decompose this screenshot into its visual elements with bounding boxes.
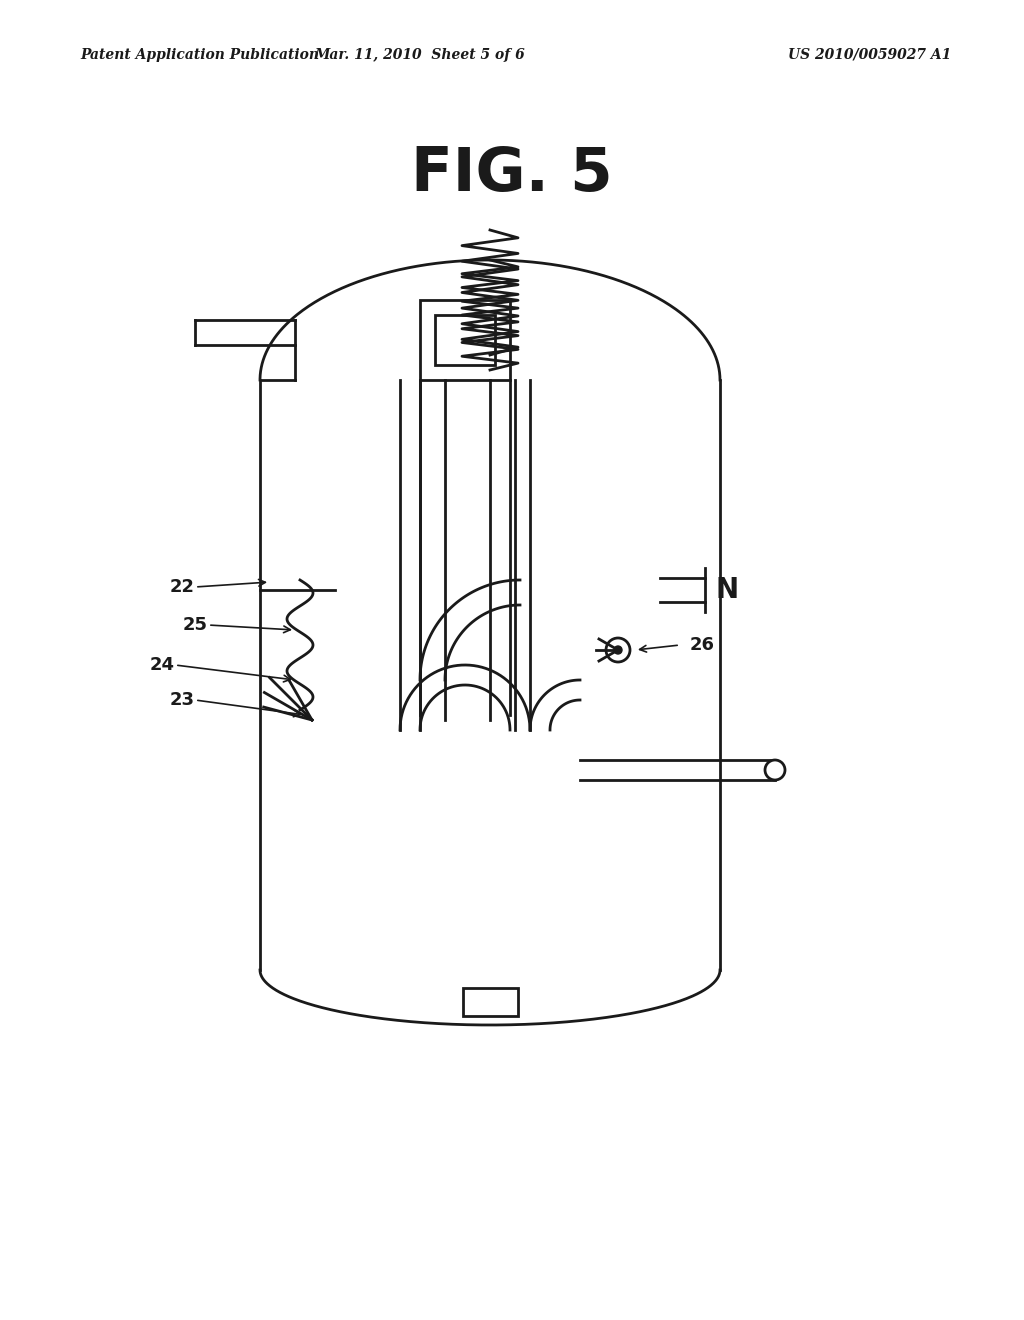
Text: 23: 23 <box>170 690 195 709</box>
Text: US 2010/0059027 A1: US 2010/0059027 A1 <box>788 48 951 62</box>
Text: 22: 22 <box>170 578 195 597</box>
Bar <box>435 315 495 366</box>
Ellipse shape <box>765 760 785 780</box>
Text: Patent Application Publication: Patent Application Publication <box>80 48 319 62</box>
Text: 24: 24 <box>150 656 175 675</box>
Text: FIG. 5: FIG. 5 <box>412 145 612 205</box>
Text: N: N <box>715 576 738 605</box>
Bar <box>420 300 510 380</box>
Text: 26: 26 <box>690 636 715 653</box>
Text: Mar. 11, 2010  Sheet 5 of 6: Mar. 11, 2010 Sheet 5 of 6 <box>314 48 525 62</box>
Text: 25: 25 <box>183 616 208 634</box>
Bar <box>463 987 518 1016</box>
Circle shape <box>614 645 622 653</box>
